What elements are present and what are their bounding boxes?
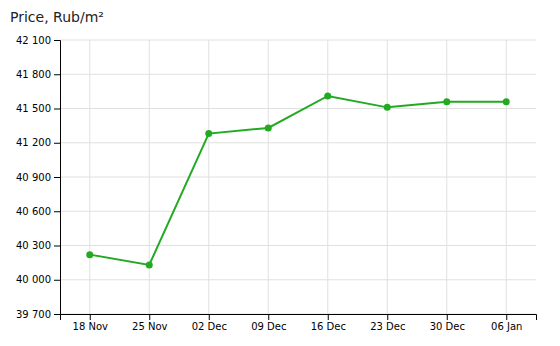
y-tick-mark (54, 40, 60, 41)
x-grid-line (446, 40, 447, 314)
x-tick-label: 23 Dec (370, 321, 405, 332)
title: Price, Rub/m² (10, 9, 104, 25)
point (384, 104, 391, 111)
y-grid-line (60, 245, 536, 246)
x-tick-mark (447, 314, 448, 320)
x-tick: 30 Dec (430, 314, 465, 332)
x-axis-line (61, 315, 537, 321)
y-tick-label: 40 300 (16, 240, 51, 251)
y-axis: 39 700 40 000 40 300 40 600 40 900 41 200 41 5… (16, 35, 61, 320)
point (324, 92, 331, 99)
point (146, 261, 153, 268)
x-grid-line (208, 40, 209, 314)
x-tick: 09 Dec (251, 314, 286, 332)
x-tick-label: 30 Dec (430, 321, 465, 332)
x-tick: 16 Dec (311, 314, 346, 332)
x-tick-label: 09 Dec (251, 321, 286, 332)
y-tick-label: 42 100 (16, 35, 51, 46)
chart: Price, Rub/m² 18 Nov 25 Nov 02 Dec 09 Dec 16 … (0, 0, 560, 346)
y-tick-label: 41 800 (16, 69, 51, 80)
y-grid-line (60, 211, 536, 212)
x-tick-label: 16 Dec (311, 321, 346, 332)
y-tick: 40 000 (16, 274, 60, 285)
y-tick-label: 41 200 (16, 137, 51, 148)
line (90, 96, 507, 265)
x-grid-line (387, 40, 388, 314)
x-grid-line (268, 40, 269, 314)
x-tick: 23 Dec (370, 314, 405, 332)
x-tick: 18 Nov (73, 314, 109, 332)
x-tick-mark (506, 314, 507, 320)
y-tick-mark (54, 74, 60, 75)
point (503, 98, 510, 105)
plot: 18 Nov 25 Nov 02 Dec 09 Dec 16 Dec 23 Dec 30 D… (16, 35, 537, 332)
x-tick-mark (149, 314, 150, 320)
marks (86, 92, 510, 268)
point (443, 98, 450, 105)
x-grid-line (506, 40, 507, 314)
y-tick: 40 300 (16, 240, 60, 251)
y-tick-label: 40 600 (16, 206, 51, 217)
y-tick-label: 40 900 (16, 172, 51, 183)
x-tick-label: 06 Jan (491, 321, 522, 332)
x-tick-label: 18 Nov (73, 321, 109, 332)
point (265, 124, 272, 131)
y-tick: 39 700 (16, 309, 60, 320)
y-grid-line (60, 177, 536, 178)
point (205, 130, 212, 137)
x-grid-line (89, 40, 90, 314)
y-tick: 41 500 (16, 103, 60, 114)
y-axis-line (54, 41, 61, 315)
y-tick-label: 39 700 (16, 309, 51, 320)
y-tick: 42 100 (16, 35, 60, 46)
y-tick-mark (54, 143, 60, 144)
x-tick-mark (268, 314, 269, 320)
y-tick-mark (54, 109, 60, 110)
y-tick: 40 900 (16, 172, 60, 183)
x-tick-mark (387, 314, 388, 320)
x-tick-label: 25 Nov (132, 321, 168, 332)
y-tick-mark (54, 211, 60, 212)
point (86, 251, 93, 258)
y-tick: 40 600 (16, 206, 60, 217)
grid (60, 40, 536, 314)
y-grid-line (60, 279, 536, 280)
y-tick-mark (54, 280, 60, 281)
y-tick-mark (54, 177, 60, 178)
x-tick-mark (209, 314, 210, 320)
x-tick: 06 Jan (491, 314, 522, 332)
y-tick: 41 800 (16, 69, 60, 80)
x-tick: 25 Nov (132, 314, 168, 332)
x-grid-line (149, 40, 150, 314)
y-tick: 41 200 (16, 137, 60, 148)
y-grid-line (60, 74, 536, 75)
y-tick-mark (54, 246, 60, 247)
y-tick-label: 40 000 (16, 274, 51, 285)
x-tick-label: 02 Dec (192, 321, 227, 332)
y-tick-label: 41 500 (16, 103, 51, 114)
x-tick-mark (328, 314, 329, 320)
x-tick-mark (90, 314, 91, 320)
chart-container: Price, Rub/m² 18 Nov 25 Nov 02 Dec 09 Dec 16 … (0, 0, 560, 346)
y-grid-line (60, 142, 536, 143)
x-axis: 18 Nov 25 Nov 02 Dec 09 Dec 16 Dec 23 Dec 30 D… (61, 314, 537, 332)
y-grid-line (60, 40, 536, 41)
x-grid-line (327, 40, 328, 314)
x-tick: 02 Dec (192, 314, 227, 332)
y-grid-line (60, 108, 536, 109)
y-tick-mark (54, 314, 60, 315)
